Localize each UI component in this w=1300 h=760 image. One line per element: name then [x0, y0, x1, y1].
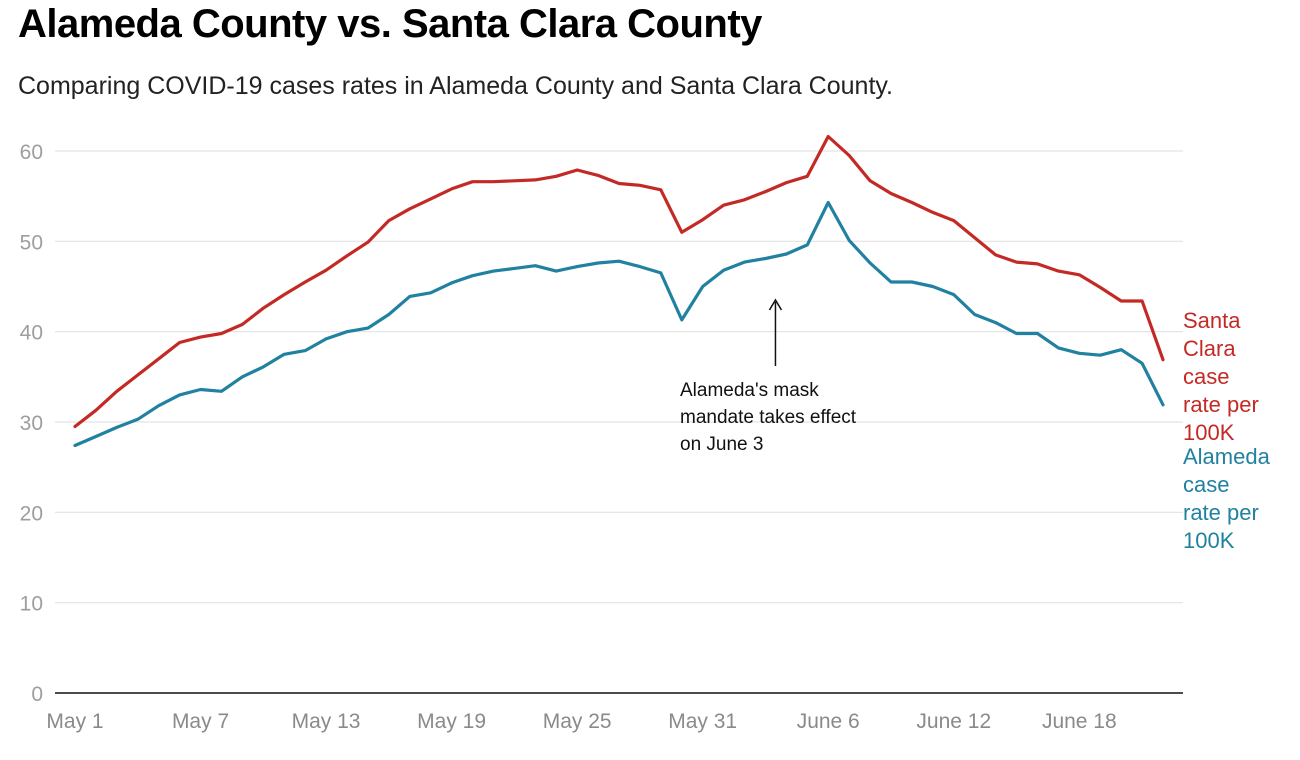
annotation-text-line-0: Alameda's mask: [680, 380, 819, 401]
series-layer: [73, 134, 1165, 448]
alameda-label-line-0: Alameda: [1183, 444, 1271, 469]
alameda-series-line: [73, 200, 1165, 448]
y-tick-label-60: 60: [20, 141, 43, 164]
y-tick-label-0: 0: [31, 683, 43, 706]
annotation-text-line-2: on June 3: [680, 434, 763, 455]
x-tick-label-june-18: June 18: [1042, 710, 1117, 733]
x-tick-label-may-7: May 7: [172, 710, 229, 733]
x-tick-label-june-12: June 12: [916, 710, 991, 733]
x-tick-label-may-19: May 19: [417, 710, 486, 733]
santa-clara-label-line-4: 100K: [1183, 420, 1235, 445]
y-axis: 0 10 20 30 40 50 60: [20, 141, 43, 706]
annotation-arrow-head: [768, 298, 783, 311]
santa-clara-label-line-1: Clara: [1183, 336, 1236, 361]
y-tick-label-10: 10: [20, 593, 43, 616]
chart-subtitle: Comparing COVID-19 cases rates in Alamed…: [18, 72, 893, 100]
grid-layer: [55, 150, 1183, 694]
santa-clara-series-line: [73, 134, 1165, 429]
x-tick-label-may-13: May 13: [292, 710, 361, 733]
y-tick-label-20: 20: [20, 502, 43, 525]
santa-clara-label-line-3: rate per: [1183, 392, 1259, 417]
chart-title: Alameda County vs. Santa Clara County: [18, 2, 762, 46]
santa-clara-label-line-2: case: [1183, 364, 1229, 389]
alameda-label-line-2: rate per: [1183, 500, 1259, 525]
annotation: Alameda's mask mandate takes effect on Jun…: [680, 298, 857, 455]
x-tick-label-may-25: May 25: [543, 710, 612, 733]
alameda-label-line-3: 100K: [1183, 528, 1235, 553]
x-tick-label-june-6: June 6: [797, 710, 860, 733]
y-tick-label-30: 30: [20, 412, 43, 435]
santa-clara-label-line-0: Santa: [1183, 308, 1241, 333]
y-tick-label-40: 40: [20, 322, 43, 345]
x-tick-label-may-1: May 1: [46, 710, 103, 733]
x-axis: May 1 May 7 May 13 May 19 May 25 May 31 June 6…: [46, 710, 1116, 733]
x-tick-label-may-31: May 31: [668, 710, 737, 733]
y-tick-label-50: 50: [20, 231, 43, 254]
alameda-label-line-1: case: [1183, 472, 1229, 497]
annotation-text-line-1: mandate takes effect: [680, 407, 857, 428]
